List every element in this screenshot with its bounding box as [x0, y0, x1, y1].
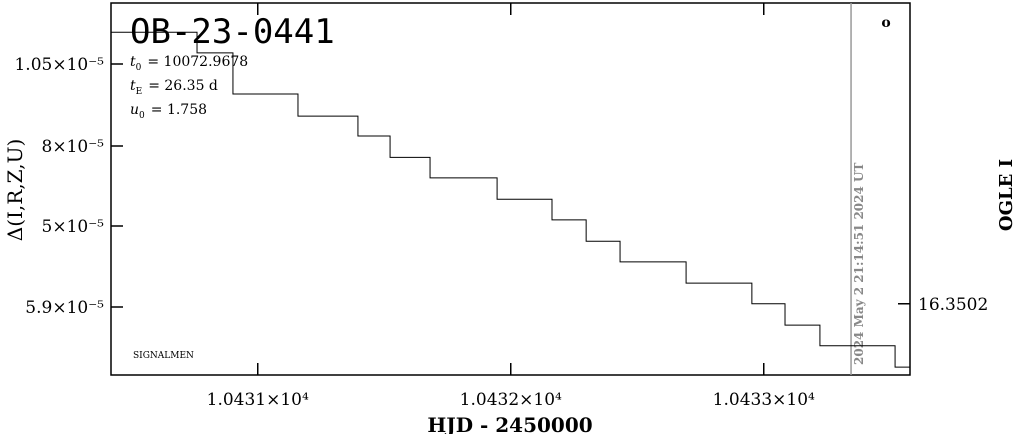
y-tick-label: 5.9×10⁻⁵ — [25, 298, 104, 318]
now-label: 2024 May 2 21:14:51 2024 UT — [852, 163, 866, 365]
y-tick-label: 5×10⁻⁵ — [42, 217, 105, 237]
footer-label: SIGNALMEN — [133, 351, 194, 361]
param-value: = 10072.9678 — [147, 54, 248, 70]
light-curve — [111, 31, 910, 368]
param-sub: 0 — [139, 111, 145, 121]
x-tick-label: 1.0433×10⁴ — [713, 390, 815, 410]
marker-label: o — [881, 15, 890, 31]
param-symbol: t — [130, 54, 136, 70]
x-tick-label: 1.0432×10⁴ — [460, 390, 562, 410]
x-tick-label: 1.0431×10⁴ — [207, 390, 309, 410]
y-tick-label: 1.05×10⁻⁵ — [14, 55, 104, 75]
fit-parameter: t0 = 10072.9678 — [130, 54, 248, 73]
param-sub: 0 — [136, 63, 142, 73]
y2-tick-label: 16.3502 — [918, 295, 988, 315]
param-value: = 26.35 d — [148, 78, 218, 94]
param-value: = 1.758 — [151, 102, 207, 118]
param-sub: E — [136, 87, 143, 97]
y-tick-label: 8×10⁻⁵ — [42, 137, 105, 157]
fit-parameter: u0 = 1.758 — [130, 102, 207, 121]
y-axis-label: Δ(I,R,Z,U) — [3, 139, 27, 241]
x-axis-label: HJD - 2450000 — [427, 413, 592, 434]
param-symbol: t — [130, 78, 136, 94]
fit-parameter: tE = 26.35 d — [130, 78, 218, 97]
param-symbol: u — [130, 102, 139, 118]
y2-axis-label: OGLE I — [996, 159, 1014, 231]
